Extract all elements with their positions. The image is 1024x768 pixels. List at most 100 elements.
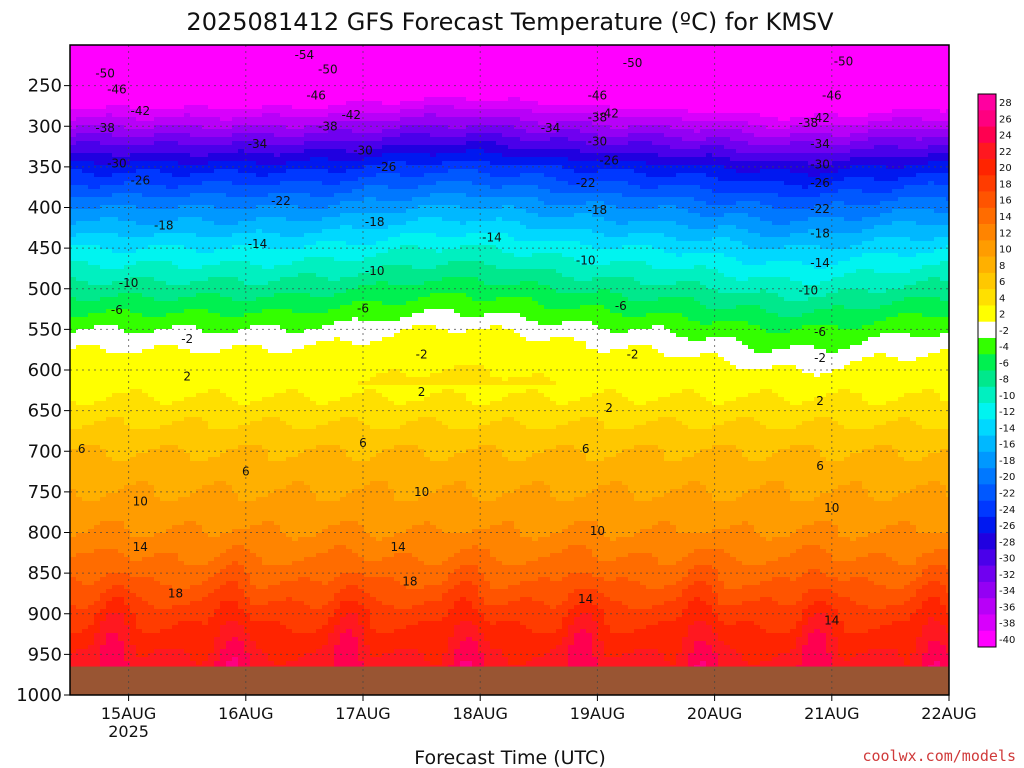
x-tick-label: 18AUG — [452, 704, 507, 723]
contour-label: -2 — [416, 348, 428, 362]
colorbar-swatch — [978, 305, 996, 323]
contour-label: -14 — [810, 256, 830, 270]
ground-layer — [70, 666, 949, 695]
colorbar-label: -38 — [999, 619, 1015, 630]
y-tick-label: 300 — [28, 116, 62, 137]
x-tick-label: 17AUG — [335, 704, 390, 723]
x-tick-label: 20AUG — [687, 704, 742, 723]
colorbar-swatch — [978, 94, 996, 111]
colorbar-label: 14 — [999, 212, 1012, 223]
colorbar-label: 16 — [999, 196, 1012, 207]
contour-label: -46 — [107, 83, 127, 97]
colorbar-label: -20 — [999, 472, 1015, 483]
contour-label: -18 — [810, 227, 830, 241]
contour-label: -38 — [318, 119, 338, 133]
contour-label: -54 — [295, 48, 315, 62]
contour-label: -22 — [271, 194, 291, 208]
colorbar-label: 18 — [999, 179, 1012, 190]
contour-label: 18 — [402, 574, 417, 588]
colorbar-swatch — [978, 175, 996, 192]
contour-label: -6 — [615, 299, 627, 313]
contour-label: 10 — [590, 524, 605, 538]
contour-label: -34 — [810, 137, 830, 151]
y-tick-label: 500 — [28, 279, 62, 300]
colorbar-label: 4 — [999, 293, 1005, 304]
colorbar-swatch — [978, 337, 996, 355]
contour-label: -46 — [822, 88, 842, 102]
colorbar-swatch — [978, 500, 996, 518]
colorbar-label: -14 — [999, 423, 1015, 434]
contour-label: -30 — [810, 157, 830, 171]
colorbar-label: -26 — [999, 521, 1015, 532]
contour-label: -18 — [588, 203, 608, 217]
y-tick-label: 800 — [28, 523, 62, 544]
colorbar-label: 8 — [999, 261, 1005, 272]
credit-text: coolwx.com/models — [862, 747, 1016, 765]
colorbar-swatch — [978, 386, 996, 404]
colorbar-swatch — [978, 110, 996, 127]
colorbar-label: 26 — [999, 114, 1012, 125]
colorbar-swatch — [978, 272, 996, 290]
contour-label: -10 — [119, 276, 139, 290]
colorbar-label: 2 — [999, 310, 1005, 321]
contour-label: -50 — [623, 56, 643, 70]
colorbar-swatch — [978, 484, 996, 501]
colorbar-swatch — [978, 321, 996, 339]
contour-label: -22 — [576, 176, 596, 190]
colorbar-swatch — [978, 435, 996, 453]
contour-label: -38 — [588, 110, 608, 124]
y-tick-label: 950 — [28, 644, 62, 665]
contour-label: 2 — [183, 370, 191, 384]
colorbar-swatch — [978, 240, 996, 257]
y-tick-label: 1000 — [16, 685, 62, 706]
colorbar-label: 24 — [999, 131, 1012, 142]
colorbar-swatch — [978, 565, 996, 583]
contour-label: 14 — [133, 540, 148, 554]
contour-label: 10 — [133, 495, 148, 509]
colorbar-label: 28 — [999, 98, 1012, 109]
contour-label: -50 — [95, 66, 115, 80]
contour-label: -14 — [248, 237, 268, 251]
contour-label: 2 — [418, 385, 426, 399]
contour-label: -26 — [131, 174, 151, 188]
colorbar-swatch — [978, 354, 996, 371]
contour-label: 10 — [414, 485, 429, 499]
y-axis: 250 300 350 400 450 500 550 600 650 700 750 800 850 9… — [16, 76, 70, 706]
contour-label: -26 — [810, 176, 830, 190]
temperature-field — [70, 45, 949, 695]
colorbar-swatch — [978, 581, 996, 599]
colorbar-label: 10 — [999, 245, 1012, 256]
colorbar-swatch — [978, 549, 996, 566]
colorbar-label: 6 — [999, 277, 1005, 288]
y-tick-label: 900 — [28, 604, 62, 625]
contour-label: -2 — [181, 332, 193, 346]
contour-label: -10 — [576, 253, 596, 267]
colorbar-label: -28 — [999, 537, 1015, 548]
colorbar-swatch — [978, 516, 996, 534]
y-tick-label: 700 — [28, 441, 62, 462]
contour-label: 14 — [824, 613, 839, 627]
contour-label: -2 — [814, 351, 826, 365]
chart-title: 2025081412 GFS Forecast Temperature (ºC)… — [186, 8, 834, 36]
colorbar-label: -22 — [999, 488, 1015, 499]
colorbar-swatch — [978, 468, 996, 485]
contour-label: -26 — [377, 160, 397, 174]
contour-label: 2 — [605, 401, 613, 415]
contour-label: -38 — [95, 121, 115, 135]
x-axis-label: Forecast Time (UTC) — [414, 747, 605, 768]
colorbar-label: -10 — [999, 391, 1015, 402]
contour-label: -22 — [810, 202, 830, 216]
y-tick-label: 550 — [28, 319, 62, 340]
contour-label: -50 — [834, 54, 854, 68]
colorbar-swatch — [978, 126, 996, 144]
colorbar-label: -40 — [999, 635, 1015, 646]
contour-label: -46 — [588, 88, 608, 102]
colorbar-swatch — [978, 207, 996, 225]
contour-label: 18 — [168, 586, 183, 600]
contour-label: -30 — [353, 144, 373, 158]
y-tick-label: 350 — [28, 157, 62, 178]
contour-label: 6 — [242, 465, 250, 479]
contour-label: 6 — [582, 442, 590, 456]
